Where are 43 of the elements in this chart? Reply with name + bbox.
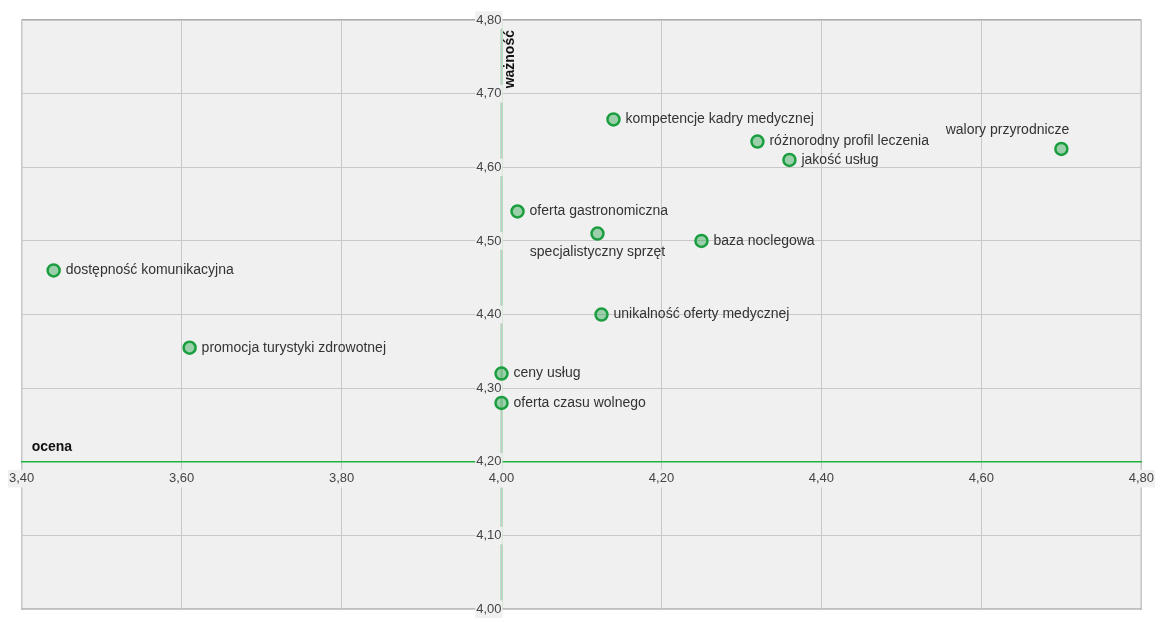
x-tick-label: 3,60 — [168, 470, 195, 486]
annotation: specjalistyczny sprzęt — [529, 243, 666, 260]
point — [494, 366, 509, 381]
x-tick-label: 3,80 — [328, 470, 355, 486]
x-tick-label: 4,80 — [1128, 470, 1155, 486]
point — [590, 226, 605, 241]
y-tick-label: 4,00 — [476, 600, 502, 616]
y-tick-label: 4,50 — [476, 232, 502, 248]
x-tick-label: 4,60 — [968, 470, 995, 486]
annotation: różnorodny profil leczenia — [769, 132, 930, 149]
point — [46, 263, 61, 278]
annotation: baza noclegowa — [713, 231, 815, 248]
point — [510, 204, 525, 219]
annotation: ceny usług — [513, 364, 581, 381]
x-tick-label: 4,20 — [648, 470, 675, 486]
point — [782, 152, 797, 168]
x-axis-title: ocena — [31, 437, 73, 454]
annotation: kompetencje kadry medycznej — [625, 110, 814, 127]
annotation: oferta gastronomiczna — [529, 202, 669, 219]
point — [182, 340, 197, 355]
annotation: oferta czasu wolnego — [513, 393, 647, 410]
x-tick-label: 4,40 — [808, 470, 835, 486]
x-tick-label: 4,00 — [488, 470, 515, 486]
point — [494, 395, 509, 411]
point — [750, 134, 765, 149]
annotation: unikalność oferty medycznej — [613, 305, 790, 322]
annotation: jakość usług — [800, 150, 879, 167]
annotation: dostępność komunikacyjna — [65, 261, 234, 278]
point — [694, 233, 709, 249]
y-tick-label: 4,70 — [476, 85, 502, 101]
y-tick-label: 4,10 — [476, 527, 502, 543]
y-tick-label: 4,60 — [476, 158, 502, 174]
y-tick-label: 4,80 — [476, 11, 502, 27]
y-tick-label: 4,20 — [476, 453, 502, 469]
x-tick-label: 3,40 — [8, 470, 35, 486]
y-axis-title: ważność — [501, 29, 518, 90]
point — [594, 307, 609, 322]
y-tick-label: 4,40 — [476, 306, 502, 322]
annotation: walory przyrodnicze — [944, 120, 1070, 137]
y-tick-label: 4,30 — [476, 379, 502, 395]
point — [606, 112, 621, 127]
point — [1054, 141, 1069, 157]
annotation: promocja turystyki zdrowotnej — [201, 338, 387, 355]
